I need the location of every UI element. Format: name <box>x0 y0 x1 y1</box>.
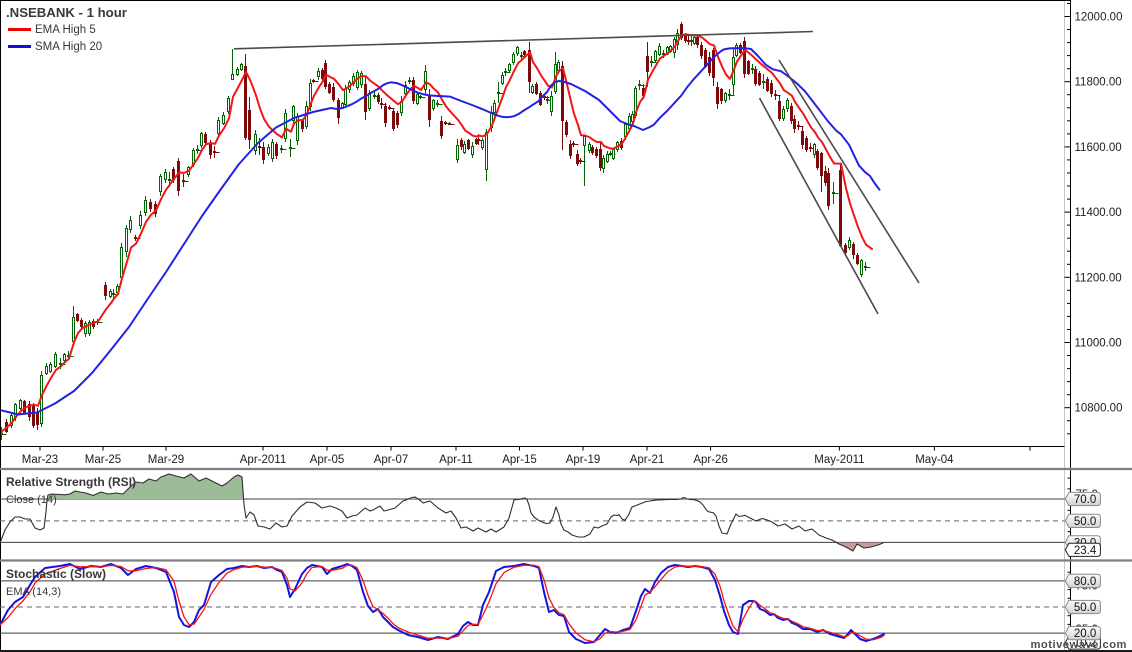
svg-text:11800.00: 11800.00 <box>1075 77 1122 89</box>
svg-text:.NSEBANK - 1 hour: .NSEBANK - 1 hour <box>6 5 127 20</box>
svg-text:Apr-05: Apr-05 <box>310 454 345 466</box>
svg-text:SMA High 20: SMA High 20 <box>35 41 102 53</box>
svg-text:May-2011: May-2011 <box>814 454 864 466</box>
svg-text:50.0: 50.0 <box>1074 516 1096 528</box>
svg-text:Mar-23: Mar-23 <box>22 454 58 466</box>
svg-text:Apr-15: Apr-15 <box>502 454 537 466</box>
svg-text:Apr-26: Apr-26 <box>693 454 728 466</box>
svg-text:Relative Strength (RSI): Relative Strength (RSI) <box>6 475 136 489</box>
svg-text:motivewave.com: motivewave.com <box>1030 639 1127 651</box>
svg-text:May-04: May-04 <box>915 454 954 466</box>
svg-text:Stochastic (Slow): Stochastic (Slow) <box>6 567 106 581</box>
svg-text:50.0: 50.0 <box>1074 602 1096 614</box>
svg-text:11000.00: 11000.00 <box>1075 338 1122 350</box>
svg-text:Apr-07: Apr-07 <box>374 454 409 466</box>
svg-text:EMA (14,3): EMA (14,3) <box>6 586 61 598</box>
svg-text:70.0: 70.0 <box>1074 494 1096 506</box>
svg-text:Apr-19: Apr-19 <box>566 454 601 466</box>
svg-text:Apr-2011: Apr-2011 <box>240 454 286 466</box>
svg-text:Mar-25: Mar-25 <box>85 454 121 466</box>
svg-text:11600.00: 11600.00 <box>1075 142 1122 154</box>
svg-text:Apr-11: Apr-11 <box>439 454 473 466</box>
svg-text:11400.00: 11400.00 <box>1075 207 1122 219</box>
svg-text:10800.00: 10800.00 <box>1075 403 1123 415</box>
svg-text:20.0: 20.0 <box>1074 628 1096 640</box>
svg-text:10.2: 10.2 <box>1074 638 1096 650</box>
svg-text:Mar-29: Mar-29 <box>148 454 184 466</box>
svg-text:Close (14): Close (14) <box>6 494 57 506</box>
svg-text:EMA High 5: EMA High 5 <box>35 24 96 36</box>
svg-text:12000.00: 12000.00 <box>1075 12 1123 24</box>
svg-text:80.0: 80.0 <box>1074 576 1096 588</box>
svg-text:23.4: 23.4 <box>1074 545 1097 557</box>
svg-text:11200.00: 11200.00 <box>1075 272 1122 284</box>
svg-text:Apr-21: Apr-21 <box>630 454 665 466</box>
